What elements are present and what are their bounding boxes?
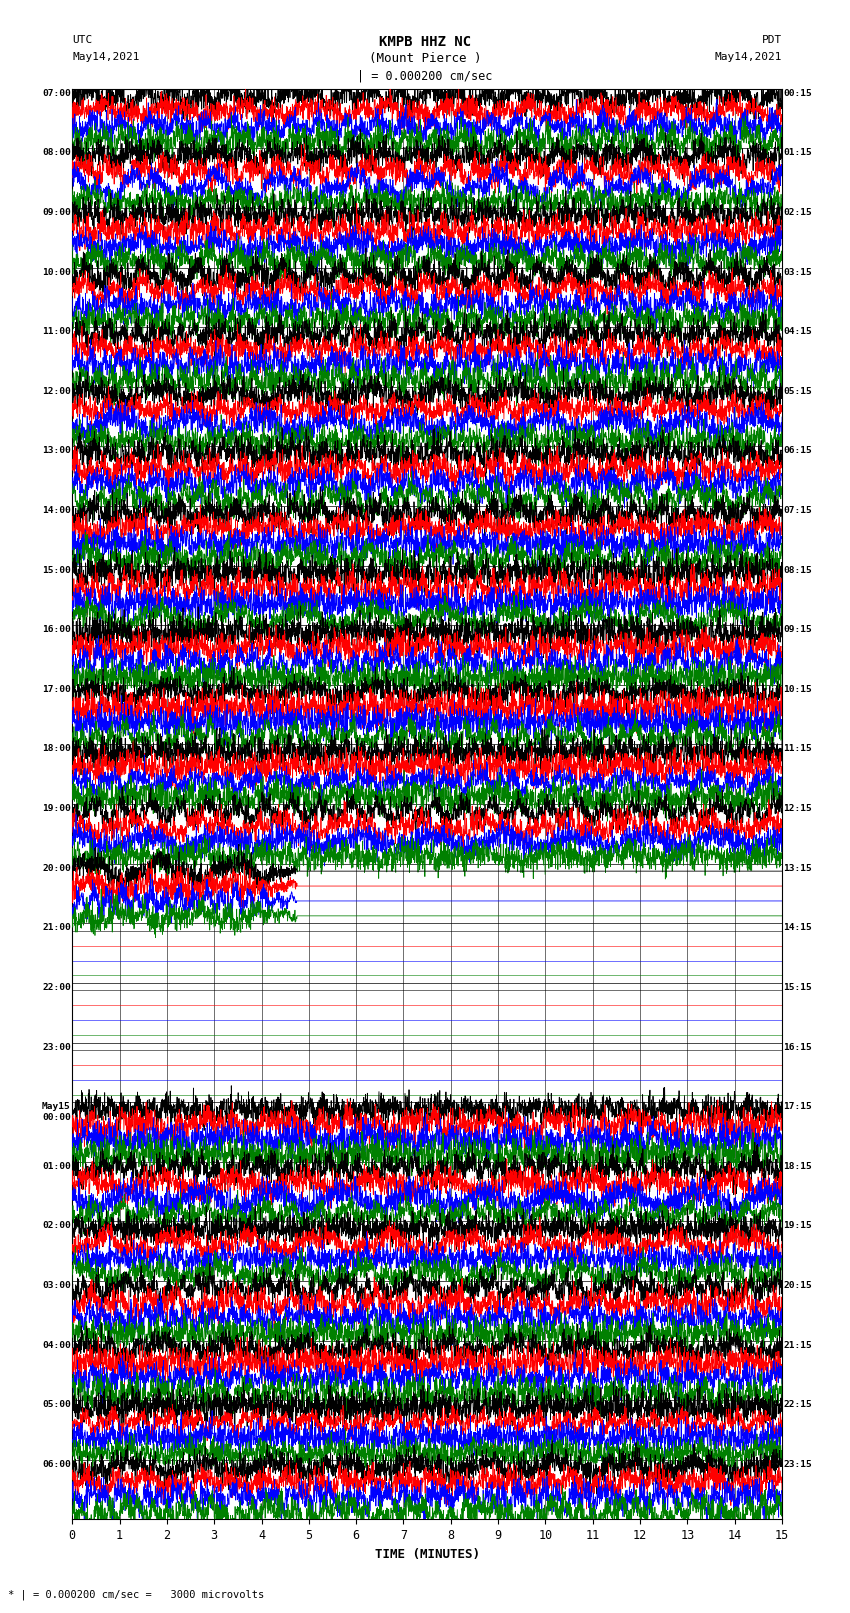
Text: 06:00: 06:00 xyxy=(42,1460,71,1469)
Text: 19:15: 19:15 xyxy=(784,1221,812,1231)
Text: 05:00: 05:00 xyxy=(42,1400,71,1410)
Text: 13:15: 13:15 xyxy=(784,863,812,873)
Text: PDT: PDT xyxy=(762,35,782,45)
Text: 22:15: 22:15 xyxy=(784,1400,812,1410)
Text: 07:00: 07:00 xyxy=(42,89,71,98)
Text: 22:00: 22:00 xyxy=(42,982,71,992)
Text: May15
00:00: May15 00:00 xyxy=(42,1102,71,1121)
Text: 23:00: 23:00 xyxy=(42,1042,71,1052)
Text: 13:00: 13:00 xyxy=(42,447,71,455)
Text: May14,2021: May14,2021 xyxy=(715,52,782,61)
Text: 01:00: 01:00 xyxy=(42,1161,71,1171)
Text: 15:00: 15:00 xyxy=(42,566,71,574)
Text: 04:15: 04:15 xyxy=(784,327,812,336)
Text: 23:15: 23:15 xyxy=(784,1460,812,1469)
X-axis label: TIME (MINUTES): TIME (MINUTES) xyxy=(375,1548,479,1561)
Text: 18:00: 18:00 xyxy=(42,745,71,753)
Text: 09:00: 09:00 xyxy=(42,208,71,216)
Text: 12:00: 12:00 xyxy=(42,387,71,395)
Text: 15:15: 15:15 xyxy=(784,982,812,992)
Text: 10:00: 10:00 xyxy=(42,268,71,276)
Text: 16:15: 16:15 xyxy=(784,1042,812,1052)
Text: 21:00: 21:00 xyxy=(42,923,71,932)
Text: 09:15: 09:15 xyxy=(784,626,812,634)
Text: 11:00: 11:00 xyxy=(42,327,71,336)
Text: 20:15: 20:15 xyxy=(784,1281,812,1290)
Text: 05:15: 05:15 xyxy=(784,387,812,395)
Text: 02:00: 02:00 xyxy=(42,1221,71,1231)
Text: 18:15: 18:15 xyxy=(784,1161,812,1171)
Text: | = 0.000200 cm/sec: | = 0.000200 cm/sec xyxy=(357,69,493,82)
Text: 17:15: 17:15 xyxy=(784,1102,812,1111)
Text: 04:00: 04:00 xyxy=(42,1340,71,1350)
Text: 14:00: 14:00 xyxy=(42,506,71,515)
Text: 21:15: 21:15 xyxy=(784,1340,812,1350)
Text: 14:15: 14:15 xyxy=(784,923,812,932)
Text: * | = 0.000200 cm/sec =   3000 microvolts: * | = 0.000200 cm/sec = 3000 microvolts xyxy=(8,1589,264,1600)
Text: 17:00: 17:00 xyxy=(42,686,71,694)
Text: 03:00: 03:00 xyxy=(42,1281,71,1290)
Text: UTC: UTC xyxy=(72,35,93,45)
Text: May14,2021: May14,2021 xyxy=(72,52,139,61)
Text: 06:15: 06:15 xyxy=(784,447,812,455)
Text: 12:15: 12:15 xyxy=(784,805,812,813)
Text: 10:15: 10:15 xyxy=(784,686,812,694)
Text: 07:15: 07:15 xyxy=(784,506,812,515)
Text: 08:15: 08:15 xyxy=(784,566,812,574)
Text: 16:00: 16:00 xyxy=(42,626,71,634)
Text: 20:00: 20:00 xyxy=(42,863,71,873)
Text: KMPB HHZ NC: KMPB HHZ NC xyxy=(379,35,471,50)
Text: 00:15: 00:15 xyxy=(784,89,812,98)
Text: 11:15: 11:15 xyxy=(784,745,812,753)
Text: 03:15: 03:15 xyxy=(784,268,812,276)
Text: 01:15: 01:15 xyxy=(784,148,812,158)
Text: 02:15: 02:15 xyxy=(784,208,812,216)
Text: 08:00: 08:00 xyxy=(42,148,71,158)
Text: (Mount Pierce ): (Mount Pierce ) xyxy=(369,52,481,65)
Text: 19:00: 19:00 xyxy=(42,805,71,813)
